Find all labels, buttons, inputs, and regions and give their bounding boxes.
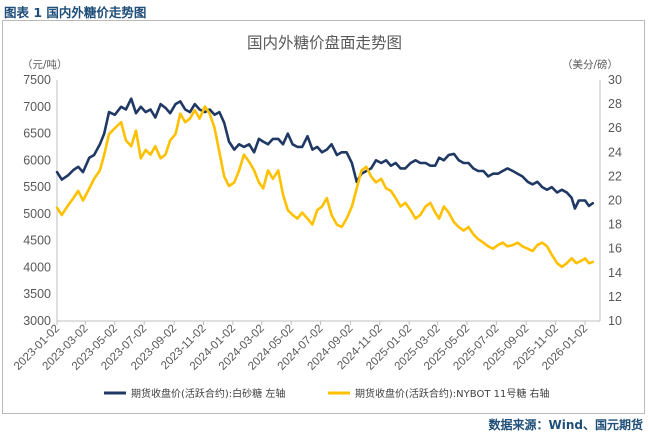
y-right-tick-label: 20 [608,194,622,208]
legend-label-white-sugar: 期货收盘价(活跃合约):白砂糖 左轴 [131,387,285,400]
y-right-tick-label: 16 [608,242,622,256]
y-left-tick-label: 7000 [23,100,51,114]
y-right-unit: （美分/磅） [562,58,618,71]
series-line-white-sugar [55,97,595,210]
y-right-tick-label: 24 [608,145,622,159]
y-left-tick-label: 6000 [23,153,51,167]
y-right-tick-label: 18 [608,218,622,232]
y-left-tick-label: 5500 [23,180,51,194]
y-right-tick-label: 12 [608,290,622,304]
y-left-tick-label: 3000 [23,314,51,328]
series-lines [55,97,595,269]
y-right-tick-label: 22 [608,169,622,183]
series-line-nybot-sugar [55,105,595,269]
y-right-tick-label: 10 [608,314,622,328]
y-left-unit: （元/吨） [22,58,68,71]
legend: 期货收盘价(活跃合约):白砂糖 左轴 期货收盘价(活跃合约):NYBOT 11号糖… [104,387,550,400]
y-left-tick-label: 5000 [23,207,51,221]
y-right-tick-label: 14 [608,266,622,280]
y-right-tick-label: 30 [608,73,622,87]
axes: 3000 3500 4000 4500 5000 5500 6000 6500 7000 7500… [12,73,622,373]
chart-title: 国内外糖价盘面走势图 [246,34,402,52]
y-left-tick-label: 3500 [23,287,51,301]
y-right-tick-label: 26 [608,121,622,135]
y-left-tick-label: 4500 [23,234,51,248]
chart-frame [2,20,645,414]
y-left-tick-label: 7500 [23,73,51,87]
y-right-tick-label: 28 [608,97,622,111]
legend-label-nybot-sugar: 期货收盘价(活跃合约):NYBOT 11号糖 右轴 [355,387,550,400]
y-left-tick-label: 6500 [23,127,51,141]
data-source: 数据来源：Wind、国元期货 [488,418,643,432]
figure-caption: 图表 1 国内外糖价走势图 [4,5,147,20]
y-left-tick-label: 4000 [23,260,51,274]
